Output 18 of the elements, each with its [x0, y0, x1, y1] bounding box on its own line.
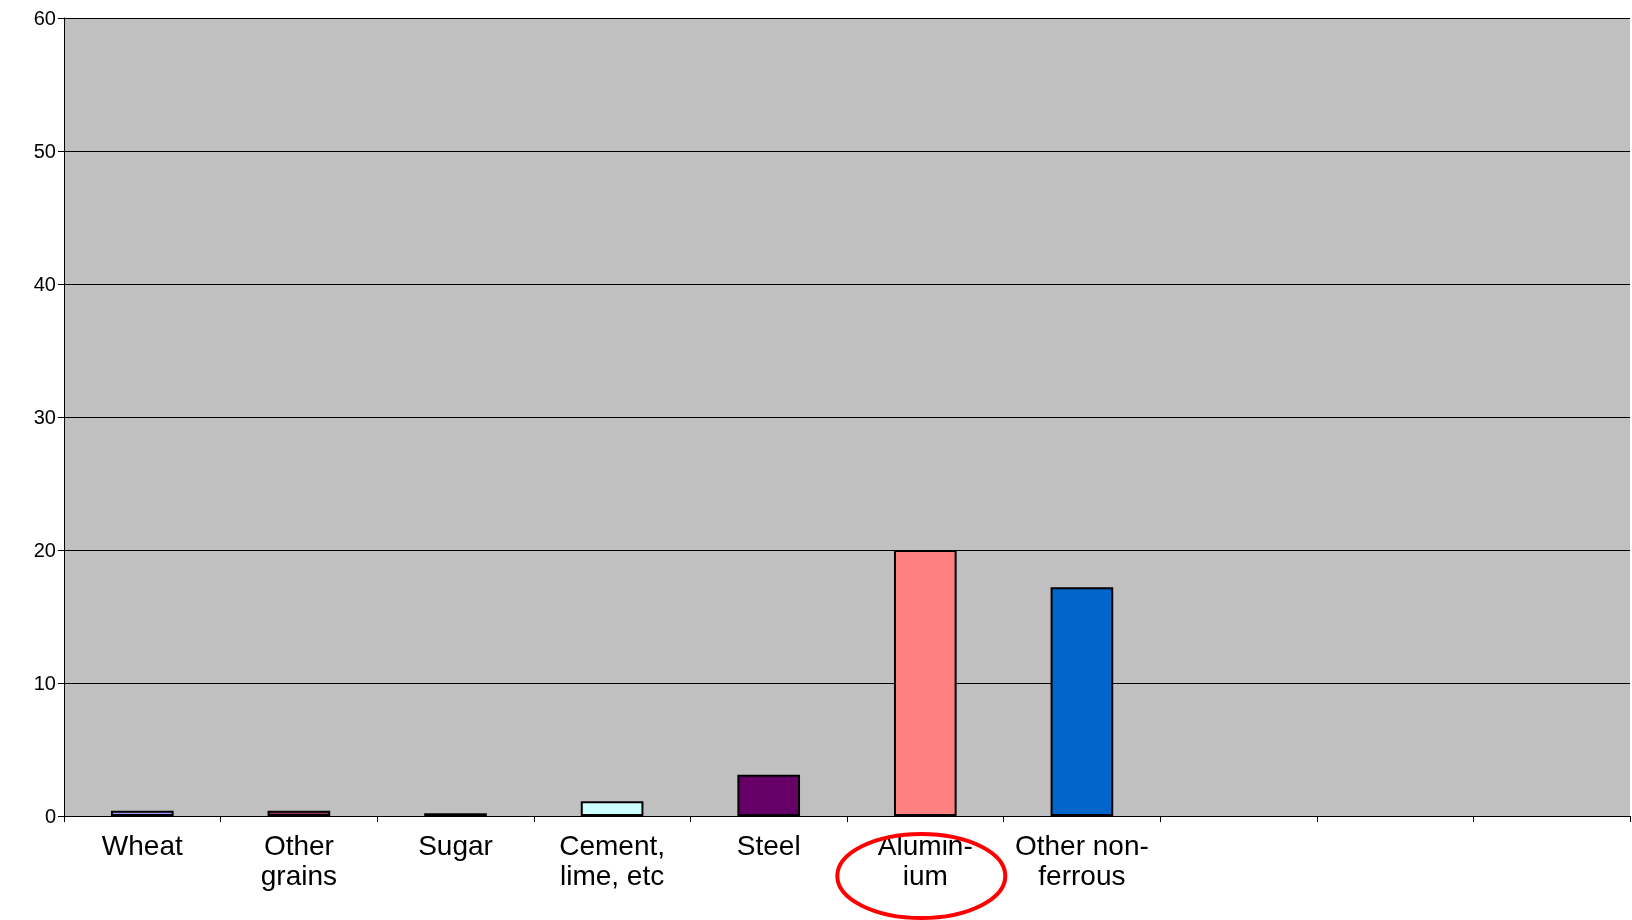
- x-tick-label: Other non- ferrous: [1014, 829, 1149, 891]
- y-tick-label: 20: [33, 539, 56, 561]
- y-tick-label: 50: [33, 140, 56, 162]
- y-tick-label: 10: [33, 672, 56, 694]
- y-tick-label: 40: [33, 273, 56, 295]
- x-tick-label: Wheat: [101, 829, 183, 861]
- bar: [110, 810, 174, 816]
- y-tick-label: 30: [33, 406, 56, 428]
- bar: [737, 774, 801, 816]
- x-tick-label: Alumin- ium: [877, 829, 973, 891]
- bar: [580, 801, 644, 816]
- bar: [267, 810, 331, 816]
- x-tick-label: Cement, lime, etc: [559, 829, 666, 891]
- x-tick-label: Other grains: [260, 829, 338, 891]
- y-tick-label: 0: [44, 805, 56, 827]
- x-tick-label: Sugar: [418, 829, 493, 861]
- x-tick-label: Steel: [736, 829, 801, 861]
- y-tick-label: 60: [33, 7, 56, 29]
